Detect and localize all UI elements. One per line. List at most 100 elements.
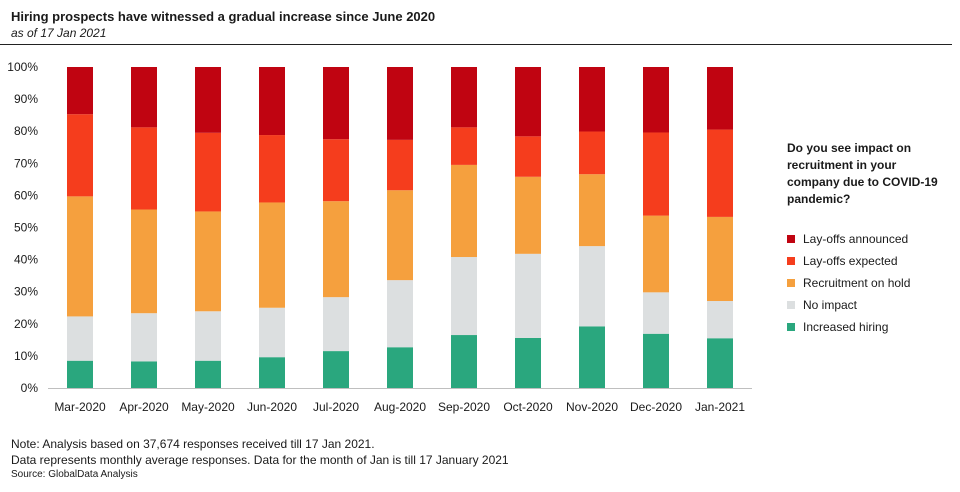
bar-segment-recruitment-on-hold — [387, 190, 413, 281]
y-tick-label: 60% — [14, 188, 38, 202]
bar-segment-recruitment-on-hold — [131, 209, 157, 314]
bar-segment-increased-hiring — [579, 326, 605, 388]
x-tick-label: Jul-2020 — [313, 400, 359, 414]
bar-segment-increased-hiring — [67, 360, 93, 388]
legend-item-no-impact: No impact — [787, 294, 952, 316]
bar-segment-no-impact — [195, 311, 221, 361]
bar-segment-no-impact — [707, 301, 733, 339]
bar-segment-increased-hiring — [451, 335, 477, 388]
legend-label: No impact — [803, 298, 858, 312]
x-tick-label: Nov-2020 — [566, 400, 618, 414]
y-tick-label: 20% — [14, 317, 38, 331]
bar-segment-lay-offs-expected — [195, 132, 221, 212]
bar-segment-no-impact — [451, 257, 477, 336]
title-divider — [0, 44, 952, 45]
bar-segment-lay-offs-announced — [259, 67, 285, 136]
bar-segment-no-impact — [515, 253, 541, 338]
y-tick-label: 100% — [7, 60, 38, 74]
bar-segment-recruitment-on-hold — [67, 196, 93, 317]
chart-subtitle: as of 17 Jan 2021 — [11, 26, 107, 40]
bar-segment-increased-hiring — [515, 337, 541, 388]
bar-segment-lay-offs-announced — [515, 67, 541, 137]
bar-segment-increased-hiring — [195, 360, 221, 388]
bar-segment-lay-offs-expected — [451, 127, 477, 165]
x-tick-label: Jan-2021 — [695, 400, 745, 414]
x-tick-label: Oct-2020 — [503, 400, 553, 414]
bar-segment-recruitment-on-hold — [323, 201, 349, 298]
note-responses: Note: Analysis based on 37,674 responses… — [11, 437, 375, 451]
bar-segment-recruitment-on-hold — [515, 176, 541, 254]
bar-segment-lay-offs-expected — [387, 139, 413, 191]
source-note: Source: GlobalData Analysis — [11, 469, 138, 480]
legend-item-recruitment-on-hold: Recruitment on hold — [787, 272, 952, 294]
bar-segment-lay-offs-announced — [451, 67, 477, 128]
bar-segment-recruitment-on-hold — [579, 174, 605, 247]
bar-segment-no-impact — [643, 292, 669, 334]
bar-segment-lay-offs-announced — [707, 67, 733, 130]
bar-segment-recruitment-on-hold — [259, 202, 285, 308]
chart-title: Hiring prospects have witnessed a gradua… — [11, 9, 436, 24]
bar-segment-recruitment-on-hold — [195, 211, 221, 312]
legend-label: Lay-offs announced — [803, 232, 909, 246]
bar-segment-no-impact — [131, 313, 157, 362]
bar-segment-lay-offs-expected — [323, 139, 349, 202]
bar-segment-lay-offs-announced — [323, 67, 349, 140]
bar-segment-lay-offs-expected — [515, 136, 541, 177]
bar-segment-lay-offs-expected — [131, 127, 157, 210]
x-tick-label: Jun-2020 — [247, 400, 297, 414]
footer-notes: Note: Analysis based on 37,674 responses… — [11, 436, 509, 482]
y-tick-label: 70% — [14, 156, 38, 170]
legend-item-increased-hiring: Increased hiring — [787, 316, 952, 338]
bar-segment-lay-offs-expected — [579, 131, 605, 175]
legend-swatch — [787, 301, 795, 309]
legend-swatch — [787, 323, 795, 331]
legend: Do you see impact on recruitment in your… — [787, 140, 952, 338]
note-monthly-average: Data represents monthly average response… — [11, 453, 509, 467]
bar-segment-no-impact — [387, 280, 413, 348]
y-tick-label: 90% — [14, 92, 38, 106]
legend-item-lay-offs-announced: Lay-offs announced — [787, 228, 952, 250]
bar-segment-increased-hiring — [323, 351, 349, 388]
legend-swatch — [787, 235, 795, 243]
y-tick-label: 10% — [14, 349, 38, 363]
bar-segment-lay-offs-expected — [643, 132, 669, 216]
bar-segment-lay-offs-expected — [707, 129, 733, 217]
y-tick-label: 30% — [14, 285, 38, 299]
bar-segment-lay-offs-announced — [67, 67, 93, 115]
legend-title: Do you see impact on recruitment in your… — [787, 141, 938, 206]
legend-items: Lay-offs announced Lay-offs expected Recru… — [787, 228, 952, 338]
x-tick-label: Apr-2020 — [119, 400, 169, 414]
bar-segment-no-impact — [259, 307, 285, 358]
legend-label: Recruitment on hold — [803, 276, 911, 290]
bar-segment-recruitment-on-hold — [643, 215, 669, 293]
bar-segment-increased-hiring — [707, 338, 733, 388]
y-tick-label: 50% — [14, 221, 38, 235]
x-tick-label: Sep-2020 — [438, 400, 490, 414]
y-tick-label: 40% — [14, 253, 38, 267]
bar-segment-lay-offs-announced — [643, 67, 669, 133]
stacked-bar-chart: 0% 10% 20% 30% 40% 50% 60% 70% 80% 90% 100% Mar-202… — [7, 60, 752, 414]
x-tick-label: May-2020 — [181, 400, 235, 414]
y-tick-label: 80% — [14, 124, 38, 138]
x-tick-label: Aug-2020 — [374, 400, 426, 414]
bar-segment-lay-offs-announced — [195, 67, 221, 133]
x-tick-label: Dec-2020 — [630, 400, 682, 414]
bar-segment-no-impact — [67, 316, 93, 361]
bar-segment-no-impact — [323, 297, 349, 352]
bar-segment-recruitment-on-hold — [451, 164, 477, 258]
y-tick-label: 0% — [21, 381, 39, 395]
legend-swatch — [787, 257, 795, 265]
bar-segment-increased-hiring — [643, 333, 669, 388]
bar-segment-recruitment-on-hold — [707, 216, 733, 302]
bar-segment-increased-hiring — [387, 347, 413, 388]
bar-segment-lay-offs-announced — [387, 67, 413, 140]
bar-segment-increased-hiring — [259, 357, 285, 388]
bar-segment-lay-offs-expected — [67, 114, 93, 197]
legend-label: Lay-offs expected — [803, 254, 898, 268]
legend-item-lay-offs-expected: Lay-offs expected — [787, 250, 952, 272]
bar-segment-increased-hiring — [131, 361, 157, 388]
bar-segment-lay-offs-announced — [131, 67, 157, 128]
x-tick-label: Mar-2020 — [54, 400, 106, 414]
legend-label: Increased hiring — [803, 320, 889, 334]
bar-segment-lay-offs-expected — [259, 135, 285, 203]
